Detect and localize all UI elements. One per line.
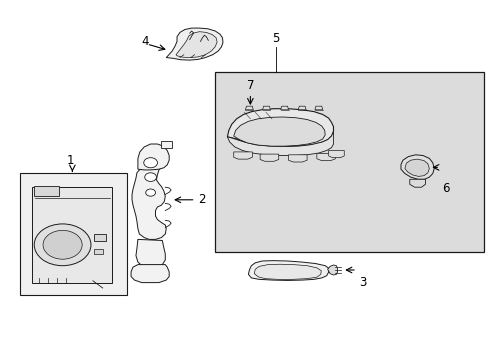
Polygon shape (233, 117, 325, 146)
Circle shape (144, 173, 156, 181)
Polygon shape (245, 106, 253, 110)
Polygon shape (409, 179, 425, 187)
Polygon shape (314, 106, 322, 110)
Polygon shape (138, 144, 169, 170)
Polygon shape (288, 155, 306, 162)
Polygon shape (298, 106, 305, 110)
Text: 4: 4 (142, 35, 149, 48)
Bar (20, 173, 127, 295)
Polygon shape (280, 106, 288, 110)
Bar (32, 187, 112, 283)
Polygon shape (176, 32, 217, 58)
Polygon shape (132, 150, 166, 239)
Text: 3: 3 (359, 276, 366, 289)
Text: 5: 5 (272, 32, 280, 45)
Polygon shape (254, 264, 321, 279)
Polygon shape (227, 131, 333, 156)
Polygon shape (327, 265, 337, 275)
Circle shape (145, 189, 155, 196)
Bar (34, 186, 59, 196)
Polygon shape (260, 154, 278, 161)
Polygon shape (233, 152, 252, 159)
Text: 1: 1 (67, 154, 75, 167)
Circle shape (43, 230, 82, 259)
Polygon shape (136, 239, 165, 268)
Polygon shape (166, 28, 223, 60)
Polygon shape (131, 265, 169, 283)
Bar (94, 234, 106, 241)
Polygon shape (248, 261, 328, 280)
Bar (161, 141, 172, 148)
Text: 2: 2 (198, 193, 205, 206)
Circle shape (34, 224, 91, 266)
Bar (215, 72, 483, 252)
Text: 6: 6 (442, 183, 449, 195)
Polygon shape (262, 106, 270, 110)
Polygon shape (400, 155, 433, 179)
Polygon shape (227, 109, 333, 146)
Polygon shape (328, 150, 344, 158)
Bar (94, 249, 102, 254)
Text: 7: 7 (246, 79, 254, 92)
Polygon shape (404, 159, 428, 176)
Polygon shape (316, 153, 335, 161)
Circle shape (143, 158, 157, 168)
